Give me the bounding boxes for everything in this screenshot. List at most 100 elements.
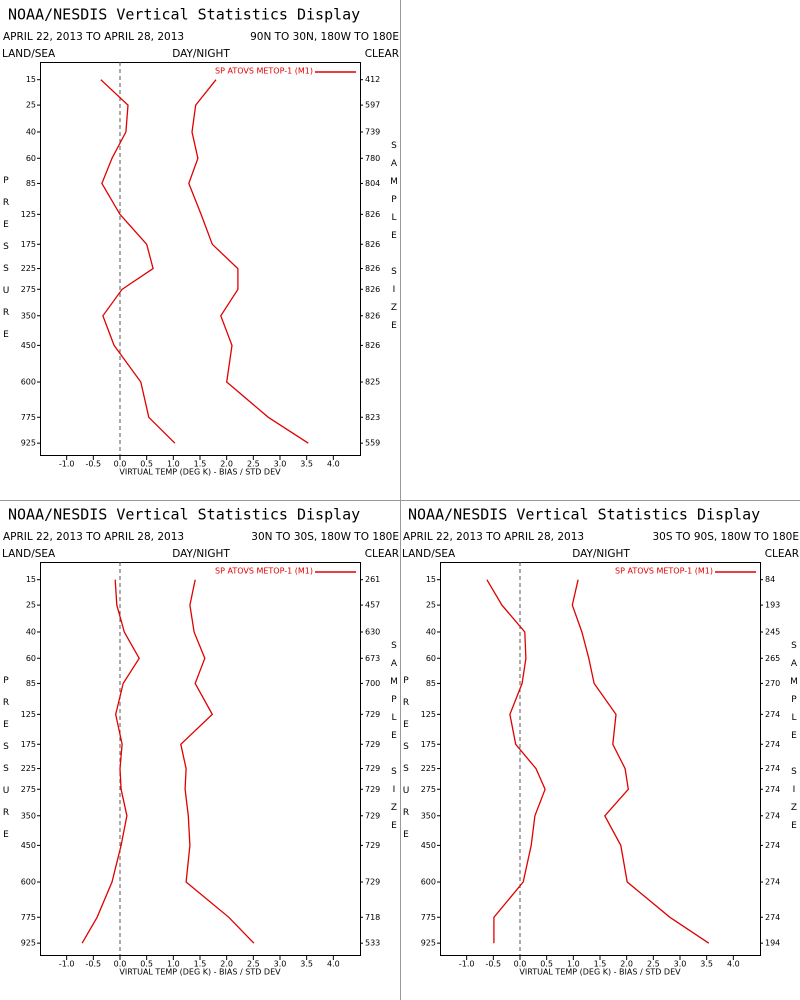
y-tick-label: 775: [21, 913, 36, 922]
sample-size: 630: [365, 627, 380, 636]
sample-size: 826: [365, 264, 380, 273]
sample-size: 261: [365, 575, 380, 584]
x-tick-label: -0.5: [86, 460, 102, 469]
sample-size: 265: [765, 654, 780, 663]
y-tick-label: 350: [21, 811, 36, 820]
x-tick-label: 3.5: [700, 960, 713, 969]
x-tick-label: -1.0: [459, 960, 475, 969]
sample-size: 597: [365, 101, 380, 110]
y-tick-label: 600: [421, 878, 436, 887]
sample-size: 193: [765, 601, 780, 610]
y-tick-label: 600: [21, 878, 36, 887]
sample-size: 780: [365, 154, 380, 163]
sample-size: 826: [365, 285, 380, 294]
sample-size: 718: [365, 913, 380, 922]
sample-size: 533: [365, 939, 380, 948]
header-label: LAND/SEA: [2, 548, 56, 560]
legend-label: SP ATOVS METOP-1 (M1): [615, 567, 713, 576]
profile-line: [100, 79, 176, 444]
y-tick-label: 40: [26, 127, 36, 136]
profile-line: [180, 579, 255, 944]
x-tick-label: 4.0: [327, 960, 340, 969]
chart-title: NOAA/NESDIS Vertical Statistics Display: [8, 506, 360, 524]
y-tick-label: 925: [421, 939, 436, 948]
y-tick-label: 175: [21, 240, 36, 249]
y-tick-label: 450: [21, 341, 36, 350]
y-tick-label: 275: [21, 285, 36, 294]
sample-size: 826: [365, 210, 380, 219]
x-tick-label: 1.0: [167, 460, 180, 469]
y-tick-label: 450: [421, 841, 436, 850]
chart-subtitle: APRIL 22, 2013 TO APRIL 28, 2013: [403, 531, 584, 543]
sample-size: 274: [765, 913, 780, 922]
y-tick-label: 175: [421, 740, 436, 749]
sample-size: 194: [765, 939, 780, 948]
plot-frame: [40, 562, 361, 956]
header-label: LAND/SEA: [402, 548, 456, 560]
sample-size: 729: [365, 740, 380, 749]
y-tick-label: 225: [21, 264, 36, 273]
profile-line: [571, 579, 710, 944]
plot-frame: [40, 62, 361, 456]
x-tick-label: 1.5: [594, 960, 607, 969]
x-tick-label: 4.0: [327, 460, 340, 469]
sample-size: 274: [765, 811, 780, 820]
y-tick-label: 15: [26, 575, 36, 584]
y-axis-label: PRESSURE: [401, 676, 411, 852]
x-tick-label: -1.0: [59, 460, 75, 469]
x-tick-label: 2.5: [247, 960, 260, 969]
x-tick-label: 2.0: [220, 960, 233, 969]
sample-size: 274: [765, 710, 780, 719]
sample-size: 412: [365, 75, 380, 84]
chart-title: NOAA/NESDIS Vertical Statistics Display: [408, 506, 760, 524]
header-label: LAND/SEA: [2, 48, 56, 60]
x-axis-label: VIRTUAL TEMP (DEG K) - BIAS / STD DEV: [519, 968, 681, 977]
y-tick-label: 225: [21, 764, 36, 773]
sample-size: 729: [365, 811, 380, 820]
y-tick-label: 125: [21, 210, 36, 219]
x-tick-label: 3.5: [300, 960, 313, 969]
y-tick-label: 40: [426, 627, 436, 636]
sample-size: 457: [365, 601, 380, 610]
y-tick-label: 350: [421, 811, 436, 820]
x-tick-label: -1.0: [59, 960, 75, 969]
header-label: CLEAR: [365, 548, 399, 560]
sample-size: 274: [765, 841, 780, 850]
x-tick-label: 3.0: [274, 960, 287, 969]
y-tick-label: 25: [26, 101, 36, 110]
x-tick-label: 2.0: [620, 960, 633, 969]
y-tick-label: 275: [21, 785, 36, 794]
x-tick-label: 0.0: [114, 460, 127, 469]
profile-line: [188, 79, 309, 444]
header-label: CLEAR: [765, 548, 799, 560]
sample-size: 245: [765, 627, 780, 636]
sample-size: 270: [765, 679, 780, 688]
x-tick-label: 1.0: [567, 960, 580, 969]
y-tick-label: 600: [21, 378, 36, 387]
chart-subtitle: APRIL 22, 2013 TO APRIL 28, 2013: [3, 531, 184, 543]
y2-axis-label: SAMPLE SIZE: [389, 641, 399, 839]
sample-size: 729: [365, 841, 380, 850]
x-tick-label: 1.5: [194, 960, 207, 969]
x-axis-label: VIRTUAL TEMP (DEG K) - BIAS / STD DEV: [119, 968, 281, 977]
y-tick-label: 40: [26, 627, 36, 636]
sample-size: 559: [365, 439, 380, 448]
x-tick-label: 3.5: [300, 460, 313, 469]
x-axis-label: VIRTUAL TEMP (DEG K) - BIAS / STD DEV: [119, 468, 281, 477]
header-label: DAY/NIGHT: [572, 548, 630, 560]
y-tick-label: 775: [421, 913, 436, 922]
sample-size: 729: [365, 764, 380, 773]
y-tick-label: 25: [26, 601, 36, 610]
y-tick-label: 15: [426, 575, 436, 584]
y-tick-label: 125: [21, 710, 36, 719]
y-tick-label: 175: [21, 740, 36, 749]
x-tick-label: 1.0: [167, 960, 180, 969]
chart-subtitle: APRIL 22, 2013 TO APRIL 28, 2013: [3, 31, 184, 43]
profile-line: [81, 579, 140, 944]
sample-size: 673: [365, 654, 380, 663]
x-tick-label: 0.0: [514, 960, 527, 969]
x-tick-label: 0.5: [540, 960, 553, 969]
x-tick-label: 2.5: [647, 960, 660, 969]
x-tick-label: 2.0: [220, 460, 233, 469]
sample-size: 823: [365, 413, 380, 422]
